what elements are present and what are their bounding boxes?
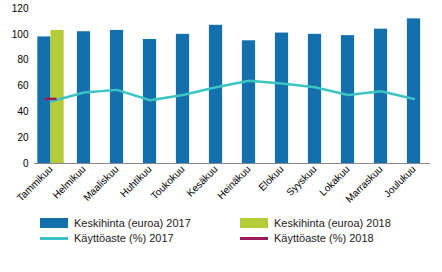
html-text:Käyttöaste (%) 2018: Käyttöaste (%) 2018 xyxy=(274,232,374,244)
svg-text:Lokakuu: Lokakuu xyxy=(317,163,352,198)
svg-text:Huhtikuu: Huhtikuu xyxy=(118,163,154,200)
svg-text:Maaliskuu: Maaliskuu xyxy=(81,163,121,203)
svg-text:120: 120 xyxy=(12,3,29,14)
svg-text:Marraskuu: Marraskuu xyxy=(343,163,384,204)
svg-text:60: 60 xyxy=(17,80,29,91)
svg-text:100: 100 xyxy=(12,29,29,40)
svg-text:Heinäkuu: Heinäkuu xyxy=(215,163,253,201)
svg-text:20: 20 xyxy=(17,132,29,143)
svg-text:Syyskuu: Syyskuu xyxy=(284,163,319,198)
html-text:Keskihinta (euroa) 2018: Keskihinta (euroa) 2018 xyxy=(274,217,391,229)
svg-text:Toukokuu: Toukokuu xyxy=(149,163,187,201)
svg-text:Joulukuu: Joulukuu xyxy=(382,163,418,199)
svg-text:Helmikuu: Helmikuu xyxy=(50,163,88,201)
html-text:Keskihinta (euroa) 2017: Keskihinta (euroa) 2017 xyxy=(74,217,191,229)
svg-text:Tammikuu: Tammikuu xyxy=(15,163,55,203)
svg-text:0: 0 xyxy=(23,158,29,169)
svg-text:Kesäkuu: Kesäkuu xyxy=(184,163,220,199)
svg-text:80: 80 xyxy=(17,54,29,65)
svg-text:Elokuu: Elokuu xyxy=(256,163,285,192)
html-text:Käyttöaste (%) 2017: Käyttöaste (%) 2017 xyxy=(74,232,174,244)
svg-text:40: 40 xyxy=(17,106,29,117)
